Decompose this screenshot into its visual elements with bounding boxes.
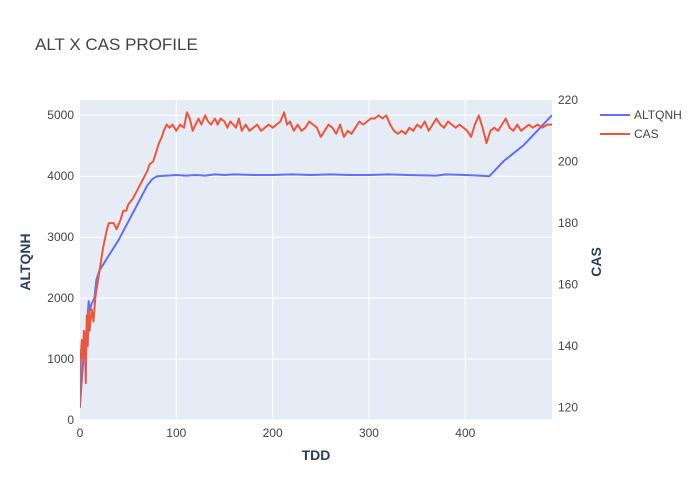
y2-tick-label: 120 — [558, 401, 578, 415]
y2-tick-label: 200 — [558, 155, 578, 169]
series-line-altqnh — [80, 114, 552, 405]
x-tick-label: 100 — [166, 426, 186, 440]
legend-label[interactable]: ALTQNH — [634, 108, 682, 122]
y-axis-title: ALTQNH — [17, 233, 33, 290]
x-tick-label: 0 — [77, 426, 84, 440]
tick-labels: 0 100 200 300 400010002000300040005000120140… — [47, 93, 578, 440]
chart-title: ALT X CAS PROFILE — [35, 35, 198, 54]
legend[interactable]: ALTQNH CAS — [600, 108, 682, 141]
plot-area — [80, 100, 552, 420]
x-axis-title: TDD — [302, 447, 331, 463]
series-line-cas — [80, 111, 552, 408]
y-tick-label: 5000 — [47, 108, 74, 122]
y-tick-label: 2000 — [47, 291, 74, 305]
x-tick-label: 400 — [455, 426, 475, 440]
legend-label[interactable]: CAS — [634, 127, 659, 141]
y-tick-label: 0 — [67, 413, 74, 427]
y2-tick-label: 160 — [558, 278, 578, 292]
y2-axis-title: CAS — [588, 247, 604, 277]
y-tick-label: 1000 — [47, 352, 74, 366]
x-tick-label: 200 — [263, 426, 283, 440]
x-tick-label: 300 — [359, 426, 379, 440]
series-layer — [80, 111, 552, 408]
y2-tick-label: 140 — [558, 339, 578, 353]
y-tick-label: 4000 — [47, 169, 74, 183]
y2-tick-label: 220 — [558, 93, 578, 107]
y2-tick-label: 180 — [558, 216, 578, 230]
y-tick-label: 3000 — [47, 230, 74, 244]
